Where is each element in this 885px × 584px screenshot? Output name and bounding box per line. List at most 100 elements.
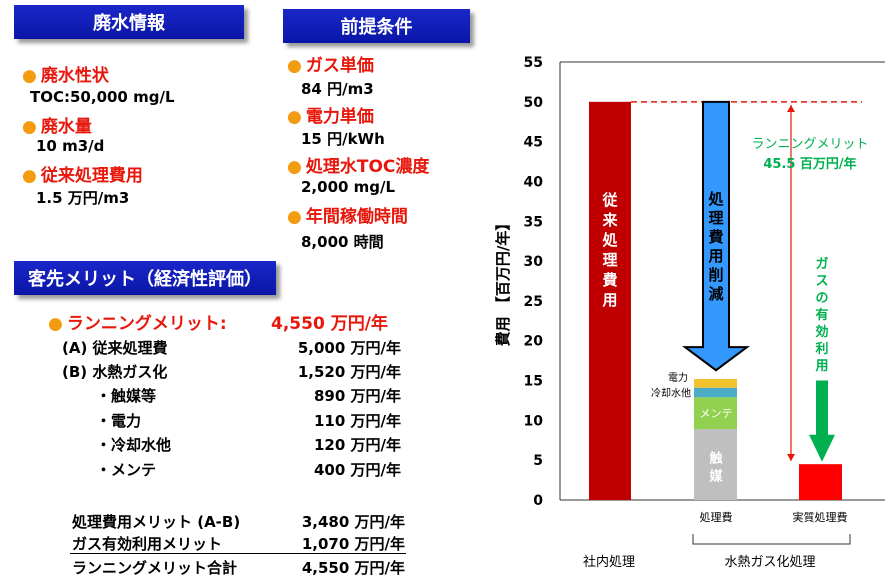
y-tick-label: 40 <box>524 174 544 190</box>
premise-item-value: 2,000 mg/L <box>301 178 396 196</box>
premise-item-label: ● ガス単価 <box>287 56 374 76</box>
merit-row-value: 5,000 万円/年 <box>297 339 401 357</box>
bar-conventional-label-char: 理 <box>602 251 617 269</box>
stack-segment <box>694 387 737 398</box>
bullet-icon: ● <box>287 157 302 177</box>
waste-item-label: ● 廃水量 <box>22 117 92 137</box>
group-bracket <box>692 534 851 545</box>
summary-row-label: ガス有効利用メリット <box>72 535 223 553</box>
y-tick-label: 0 <box>533 493 543 509</box>
gas-arrow-label-char: 効 <box>815 324 828 340</box>
stack-label-cooling: 冷却水他 <box>651 386 691 399</box>
reduction-arrow-label-char: 処 <box>707 190 724 208</box>
gas-arrow-label-char: ガ <box>815 257 828 272</box>
group-label-inhouse: 社内処理 <box>583 554 635 570</box>
group-label-gasification: 水熱ガス化処理 <box>724 555 815 570</box>
premise-header: 前提条件 <box>283 9 470 43</box>
merit-row-value: 1,520 万円/年 <box>297 363 401 381</box>
waste-item-label: ● 従来処理費用 <box>22 166 143 186</box>
merit-value: 45.5 百万円/年 <box>763 156 856 172</box>
merit-header: 客先メリット（経済性評価） <box>14 261 276 295</box>
bullet-icon: ● <box>287 107 302 127</box>
x-label-treatment: 処理費 <box>700 510 733 524</box>
merit-row-label: ・電力 <box>96 412 142 430</box>
bullet-icon: ● <box>287 207 302 227</box>
arrowhead-down-icon <box>787 453 795 461</box>
summary-row-value: 4,550 万円/年 <box>301 559 405 577</box>
reduction-arrow-label-char: 減 <box>708 285 723 303</box>
waste-item-value: 10 m3/d <box>36 137 105 155</box>
bar-conventional-label-char: 処 <box>601 231 618 249</box>
stack-label-maintenance: メンテ <box>700 407 733 420</box>
y-tick-label: 55 <box>524 55 543 71</box>
bar-net <box>799 464 842 500</box>
y-tick-label: 20 <box>524 334 544 350</box>
gas-arrow-icon <box>809 380 835 462</box>
merit-row-value: 890 万円/年 <box>313 387 401 405</box>
summary-row-value: 3,480 万円/年 <box>301 513 405 531</box>
reduction-arrow-icon <box>681 100 751 372</box>
bullet-icon: ● <box>22 66 37 86</box>
bullet-icon: ● <box>287 56 302 76</box>
merit-row-label: ・触媒等 <box>96 387 157 405</box>
y-tick-label: 45 <box>524 135 543 151</box>
bullet-icon: ● <box>48 314 63 334</box>
waste-item-label: ● 廃水性状 <box>22 66 109 86</box>
running-merit-label: ● ランニングメリット: <box>48 314 227 334</box>
bar-conventional-label-char: 費 <box>602 271 617 289</box>
y-tick-label: 35 <box>524 214 543 230</box>
premise-item-value: 84 円/m3 <box>301 80 374 98</box>
premise-item-label: ● 年間稼働時間 <box>287 207 408 227</box>
gas-arrow-label-char: 利 <box>815 341 828 357</box>
stack-label-catalyst: 触 <box>708 451 722 467</box>
summary-row-label: 処理費用メリット (A-B) <box>72 513 241 531</box>
x-label-net: 実質処理費 <box>793 510 848 524</box>
merit-row-value: 120 万円/年 <box>313 436 401 454</box>
reduction-arrow-label-char: 削 <box>708 266 723 284</box>
arrowhead-up-icon <box>787 105 795 113</box>
waste-info-header: 廃水情報 <box>14 5 244 39</box>
gas-arrow-label-char: の <box>815 291 828 306</box>
premise-item-label: ● 処理水TOC濃度 <box>287 157 430 177</box>
stack-label-catalyst: 媒 <box>709 469 723 485</box>
stack-segment <box>694 429 737 500</box>
y-tick-label: 5 <box>533 453 543 469</box>
waste-item-value: 1.5 万円/m3 <box>36 189 130 207</box>
waste-item-value: TOC:50,000 mg/L <box>30 88 175 106</box>
summary-row-value: 1,070 万円/年 <box>301 535 405 553</box>
premise-item-label: ● 電力単価 <box>287 107 374 127</box>
bar-conventional-label: 従来処理費用 <box>601 191 618 309</box>
y-tick-label: 15 <box>524 374 543 390</box>
reduction-arrow-label-char: 理 <box>708 209 723 227</box>
y-tick-label: 30 <box>524 254 544 270</box>
stack-segment <box>694 397 737 430</box>
premise-item-value: 15 円/kWh <box>301 130 385 148</box>
merit-row-label: ・冷却水他 <box>96 436 172 454</box>
bar-conventional-label-char: 来 <box>601 211 618 229</box>
merit-row-value: 400 万円/年 <box>313 461 401 479</box>
bar-conventional-label-char: 用 <box>602 291 617 309</box>
bullet-icon: ● <box>22 166 37 186</box>
merit-row-label: (A) 従来処理費 <box>62 339 168 357</box>
reduction-arrow-label-char: 用 <box>708 247 723 265</box>
bullet-icon: ● <box>22 117 37 137</box>
y-tick-label: 10 <box>524 413 544 429</box>
running-merit-value: 4,550 万円/年 <box>271 314 388 334</box>
reduction-arrow-label-char: 費 <box>708 228 723 246</box>
merit-label: ランニングメリット <box>751 137 868 152</box>
merit-row-label: ・メンテ <box>96 461 157 479</box>
premise-item-value: 8,000 時間 <box>301 233 384 251</box>
y-axis: 0 5 10 15 20 25 30 35 40 45 50 55 <box>524 55 544 509</box>
stack-segment <box>694 378 737 388</box>
y-tick-label: 50 <box>524 95 544 111</box>
merit-row-value: 110 万円/年 <box>313 412 401 430</box>
bar-conventional <box>589 101 631 501</box>
summary-divider <box>70 553 406 554</box>
summary-row-label: ランニングメリット合計 <box>72 559 238 577</box>
bar-conventional-label-char: 従 <box>601 191 618 209</box>
stack-label-power: 電力 <box>668 371 688 384</box>
